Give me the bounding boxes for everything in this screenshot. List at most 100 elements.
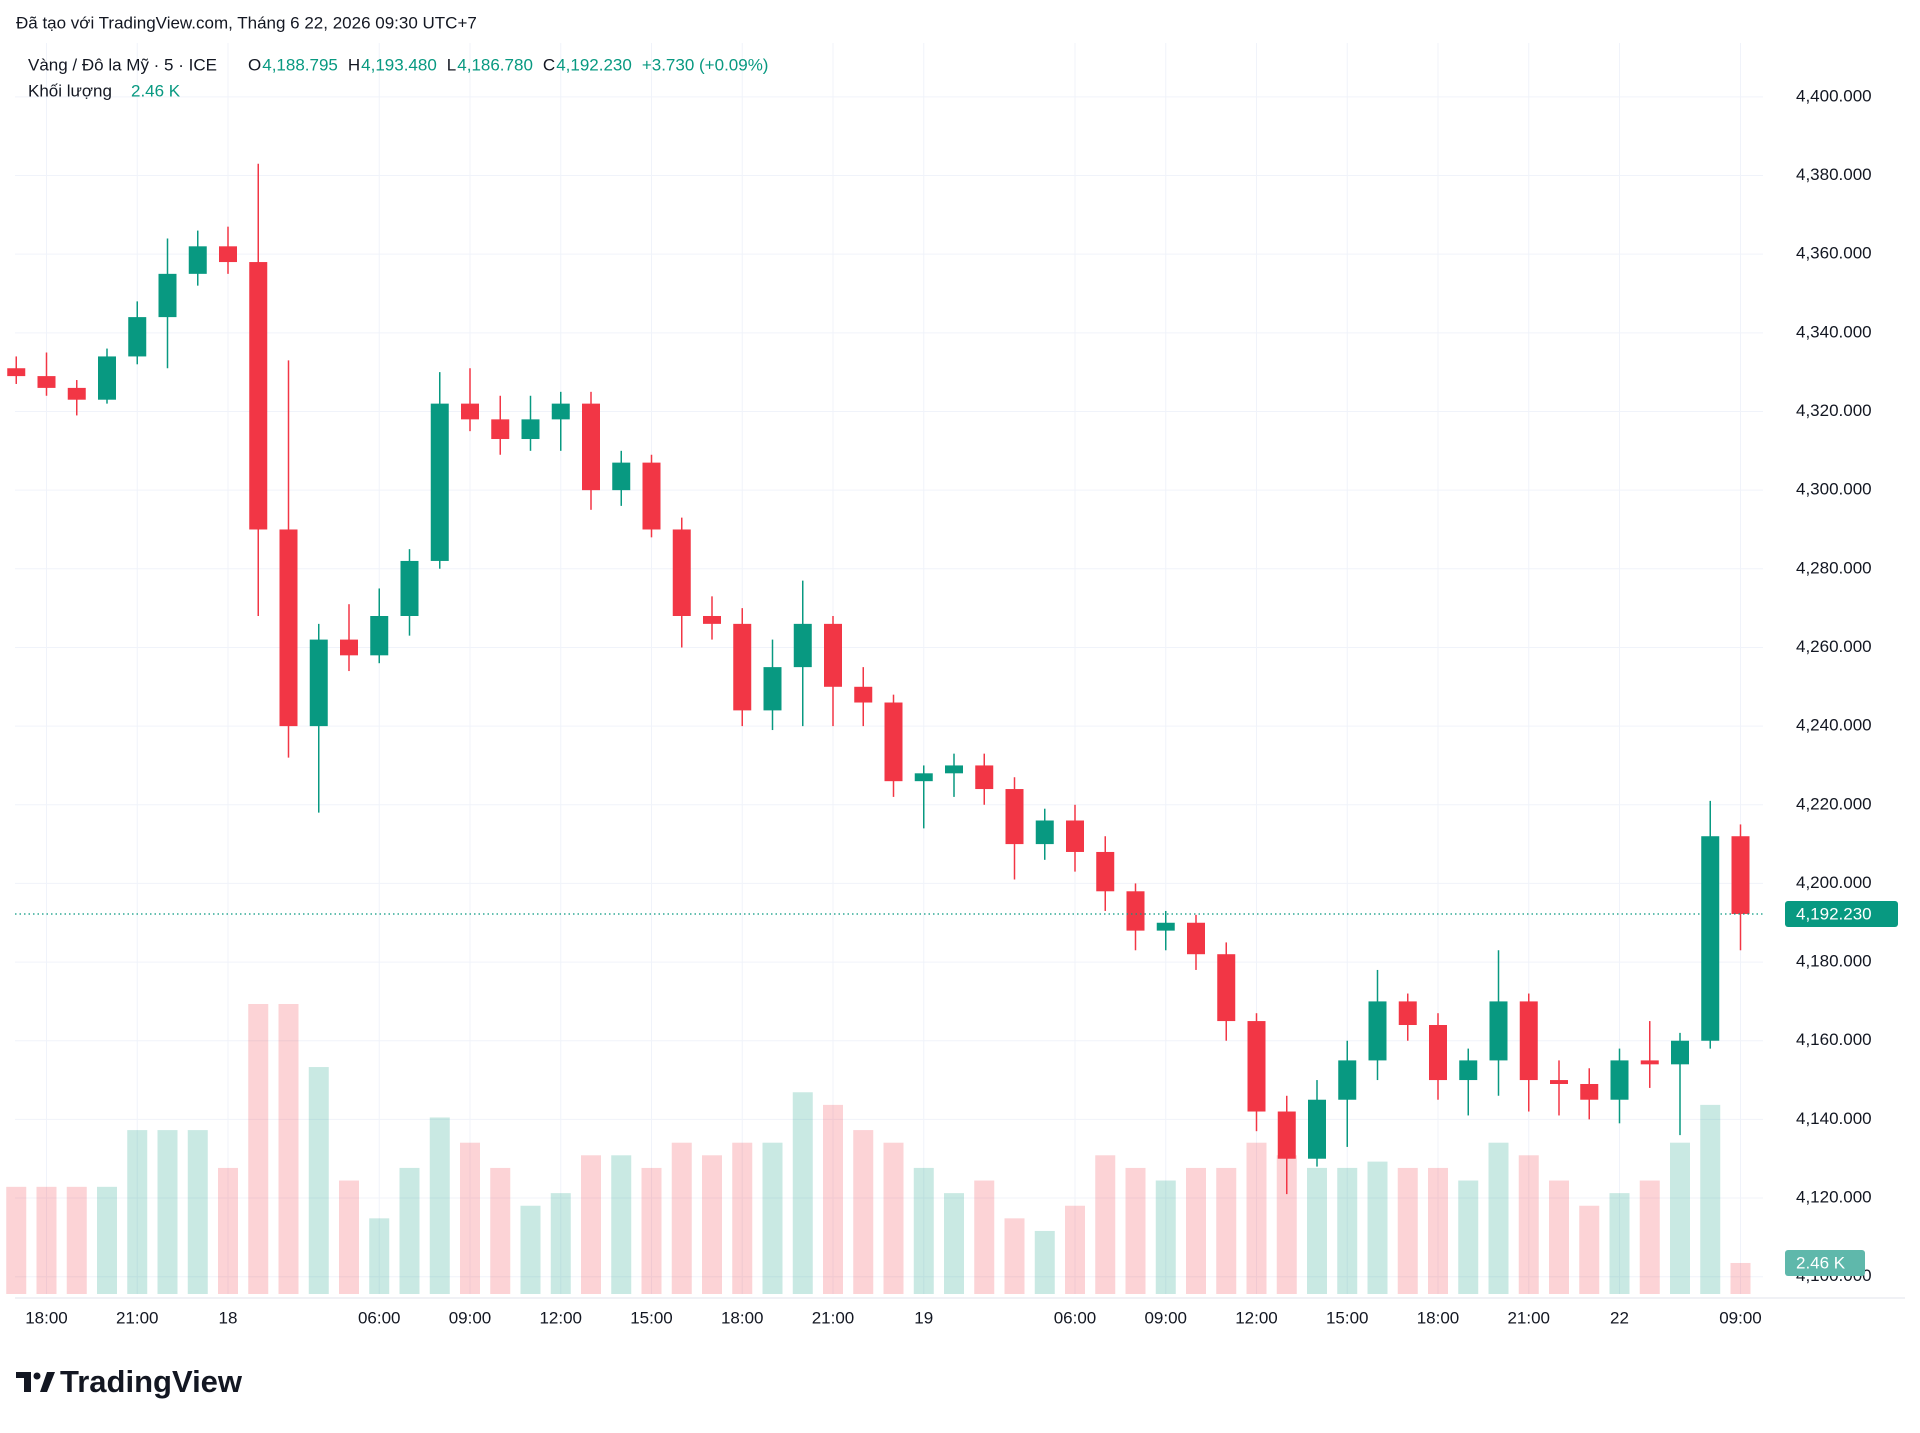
candle-body	[491, 419, 510, 440]
volume-bar	[1367, 1161, 1388, 1294]
ohlc-value: 4,192.230	[556, 55, 632, 74]
volume-tag	[1785, 1249, 1865, 1276]
volume-bar	[1639, 1180, 1660, 1294]
y-tick-label: 4,400.000	[1796, 86, 1872, 105]
x-tick-label: 09:00	[1144, 1308, 1187, 1327]
volume-bar	[1518, 1155, 1539, 1294]
x-tick-label: 18:00	[25, 1308, 68, 1327]
candle-body	[521, 419, 540, 440]
brand: TradingView	[60, 1364, 243, 1399]
candle-body	[219, 246, 237, 263]
candle-body	[551, 403, 570, 420]
candle-body	[1459, 1060, 1478, 1081]
candle-body	[582, 403, 600, 491]
candle-body	[1701, 836, 1720, 1041]
volume-bar	[1246, 1142, 1267, 1294]
volume-bar	[1549, 1180, 1569, 1294]
ohlc-key: L	[447, 55, 456, 74]
volume-bar	[36, 1186, 57, 1294]
y-tick-label: 4,260.000	[1796, 637, 1872, 656]
volume-bar	[853, 1130, 874, 1294]
volume-bar	[339, 1180, 359, 1294]
volume-bar	[1125, 1167, 1146, 1294]
ohlc-key: C	[543, 55, 555, 74]
symbol: Vàng / Đô la Mỹ · 5 · ICE	[28, 55, 217, 74]
ohlc-value: 4,188.795	[262, 55, 338, 74]
volume-bar	[1458, 1180, 1479, 1294]
volume-bar	[1276, 1155, 1297, 1294]
x-tick-label: 09:00	[1719, 1308, 1762, 1327]
candle-body	[1005, 789, 1024, 845]
candle-body	[1096, 851, 1115, 892]
candle-body	[824, 623, 842, 687]
candle-body	[854, 686, 873, 703]
volume-legend-value: 2.46 K	[131, 81, 181, 100]
candle-body	[67, 387, 86, 400]
candle-body	[1550, 1080, 1568, 1084]
volume-tag-label: 2.46 K	[1796, 1253, 1846, 1272]
ohlc-value: 4,193.480	[361, 55, 437, 74]
candle-body	[1489, 1001, 1508, 1061]
logo	[16, 1372, 55, 1392]
candle-body	[249, 262, 268, 530]
x-tick-label: 06:00	[1054, 1308, 1097, 1327]
volume-bar	[490, 1167, 511, 1294]
candle-body	[914, 773, 933, 782]
volume-bar	[520, 1205, 541, 1294]
volume-bar	[1730, 1262, 1751, 1294]
ohlc-key: O	[248, 55, 261, 74]
candle-body	[400, 560, 419, 616]
volume-bar	[1095, 1155, 1116, 1294]
current-price-label: 4,192.230	[1796, 904, 1872, 923]
legend: Vàng / Đô la Mỹ · 5 · ICE O 4,188.795 H 4,1…	[28, 55, 768, 74]
x-tick-label: 09:00	[449, 1308, 492, 1327]
candle-body	[733, 623, 752, 711]
y-tick-label: 4,320.000	[1796, 401, 1872, 420]
candle-body	[128, 317, 147, 357]
volume-bar	[66, 1186, 87, 1294]
x-tick-label: 15:00	[1326, 1308, 1369, 1327]
candle-body	[1308, 1099, 1326, 1159]
y-tick-label: 4,340.000	[1796, 322, 1872, 341]
candle-body	[98, 356, 116, 400]
volume-bar	[913, 1167, 934, 1294]
y-tick-label: 4,240.000	[1796, 716, 1872, 735]
candle-body	[188, 246, 207, 274]
x-tick-label: 12:00	[539, 1308, 582, 1327]
volume-bar	[1155, 1180, 1176, 1294]
candle-body	[1126, 891, 1145, 931]
x-tick-label: 21:00	[812, 1308, 855, 1327]
x-tick-label: 18:00	[1417, 1308, 1460, 1327]
volume-bar	[1216, 1167, 1237, 1294]
x-tick-label: 18:00	[721, 1308, 764, 1327]
candle-body	[1640, 1060, 1659, 1065]
candle-body	[612, 462, 631, 491]
candle-body	[1247, 1021, 1266, 1112]
ohlc-change: +3.730 (+0.09%)	[642, 55, 769, 74]
volume-bar	[762, 1142, 783, 1294]
candle-body	[763, 667, 782, 711]
volume-bar	[611, 1155, 632, 1294]
candle-body	[430, 403, 449, 561]
candle-body	[1035, 820, 1054, 845]
volume-bar	[823, 1104, 843, 1294]
x-tick-label: 22	[1610, 1308, 1629, 1327]
candle-body	[461, 403, 479, 420]
volume-bar	[883, 1142, 904, 1294]
y-tick-label: 4,140.000	[1796, 1109, 1872, 1128]
candle-body	[884, 702, 903, 782]
x-tick-label: 21:00	[1507, 1308, 1550, 1327]
volume-bar	[1065, 1205, 1085, 1294]
x-tick-label: 12:00	[1235, 1308, 1278, 1327]
candle-body	[1731, 836, 1750, 914]
x-tick-label: 19	[914, 1308, 933, 1327]
volume-bar	[1579, 1205, 1600, 1294]
ohlc-value: 4,186.780	[457, 55, 533, 74]
candle-body	[279, 529, 298, 727]
candle-body	[37, 376, 56, 388]
volume-bar	[460, 1142, 480, 1294]
candle-body	[7, 368, 26, 377]
volume-bar	[97, 1186, 117, 1294]
volume-bar	[429, 1117, 450, 1294]
y-tick-label: 4,280.000	[1796, 558, 1872, 577]
